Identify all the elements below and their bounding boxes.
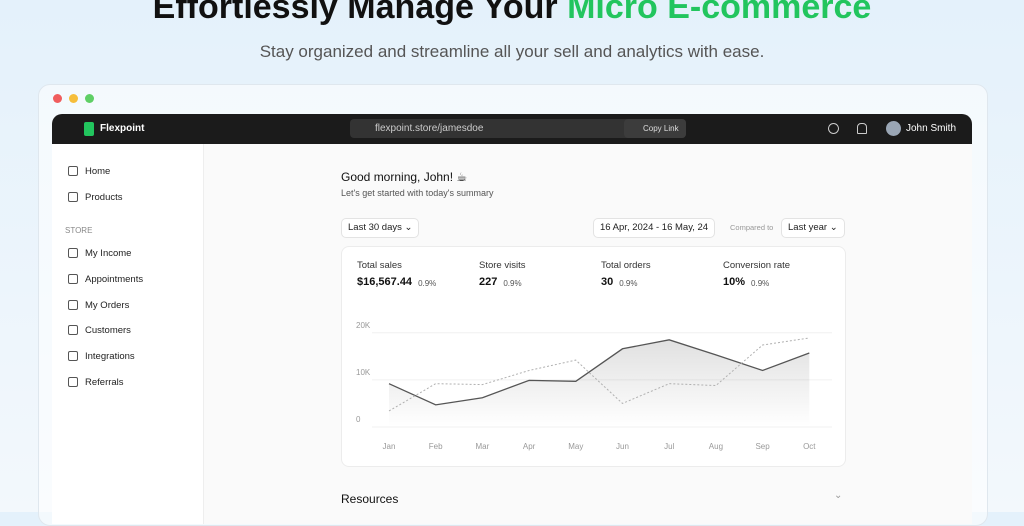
chevron[interactable]: ⌄ <box>834 490 843 501</box>
nav-icon[interactable] <box>68 325 78 336</box>
nav-item[interactable]: Products <box>85 192 123 203</box>
stat-change: 0.9% <box>619 279 638 288</box>
stat-label: Total orders <box>601 260 651 271</box>
x-tick-label: Oct <box>803 442 816 451</box>
nav-item[interactable]: Appointments <box>85 273 144 285</box>
nav-item[interactable]: Customers <box>85 325 131 337</box>
url[interactable]: flexpoint.store/jamesdoe <box>375 123 484 134</box>
summary-card: 0 10K 20K Jan Feb Mar Apr May Jun Jul Aug Sep Oct <box>341 246 846 467</box>
stat-label: Total sales <box>357 260 402 271</box>
x-tick-label: Mar <box>476 442 490 451</box>
y-tick-label: 0 <box>356 415 361 424</box>
url-bar <box>350 119 686 138</box>
x-tick-label: Apr <box>523 442 536 451</box>
nav-icon[interactable] <box>68 377 78 387</box>
window-dot <box>85 94 94 103</box>
nav-item[interactable]: My Orders <box>85 299 130 311</box>
x-tick-label: Jul <box>664 442 674 451</box>
resources-title: Resources <box>341 492 399 506</box>
line <box>388 339 810 406</box>
stat-value: 30 <box>601 276 614 288</box>
area <box>389 339 810 427</box>
hero-title-lead: Effortlessly Manage Your <box>152 0 558 26</box>
x-tick-label: Jan <box>383 442 396 451</box>
x-tick-label: Sep <box>755 442 770 451</box>
x-tick-label: May <box>568 442 583 451</box>
greeting: Good morning, John! ☕ <box>341 170 468 184</box>
stat-value: 10% <box>723 276 746 288</box>
stat-change: 0.9% <box>503 279 522 288</box>
copy-link[interactable]: Copy Link <box>643 124 679 133</box>
x-tick-label: Aug <box>709 442 723 451</box>
window-dot <box>53 94 62 103</box>
nav-icon[interactable] <box>68 273 78 284</box>
nav-item[interactable]: Referrals <box>85 377 124 388</box>
compared-label: Compared to <box>730 223 774 232</box>
stat-value: 227 <box>479 276 498 288</box>
y-tick-label: 20K <box>356 321 371 330</box>
copy-button[interactable] <box>624 119 686 138</box>
y-tick-label: 10K <box>356 368 371 377</box>
avatar[interactable] <box>886 121 901 136</box>
stat-value: $16,567.44 <box>357 276 413 288</box>
dates[interactable]: 16 Apr, 2024 - 16 May, 24 <box>600 222 709 233</box>
hero-subtitle: Stay organized and streamline all your s… <box>259 42 765 61</box>
nav-item[interactable]: My Income <box>85 248 132 259</box>
compare-button[interactable]: Last year ⌄ <box>781 218 845 238</box>
nav-item[interactable]: Home <box>85 166 111 177</box>
brand-logo <box>84 122 94 136</box>
nav-section: STORE <box>65 226 93 235</box>
hero-title: Effortlessly Manage Your Micro E-commerc… <box>0 0 1024 27</box>
chart: 0 10K 20K Jan Feb Mar Apr May Jun Jul Aug Sep Oct <box>356 321 832 451</box>
stat-label: Conversion rate <box>723 260 791 271</box>
x-tick-label: Feb <box>429 442 443 451</box>
subgreeting: Let's get started with today's summary <box>341 188 494 198</box>
stat-change: 0.9% <box>751 279 770 288</box>
compare[interactable]: Last year <box>788 222 828 233</box>
line <box>388 337 810 412</box>
user-name[interactable]: John Smith <box>906 123 957 134</box>
bell-icon[interactable] <box>857 123 867 134</box>
top-bar: Flexpoint flexpoint.store/jamesdoe Copy … <box>52 114 972 144</box>
range[interactable]: Last 30 days <box>348 222 402 233</box>
nav-item[interactable]: Integrations <box>85 351 135 363</box>
history-icon[interactable] <box>828 123 839 134</box>
nav-icon[interactable] <box>68 192 78 202</box>
window-dot <box>69 94 78 103</box>
x-tick-label: Jun <box>616 442 629 451</box>
stat-label: Store visits <box>479 260 526 271</box>
brand: Flexpoint <box>100 123 145 134</box>
range-button[interactable]: Last 30 days ⌄ <box>341 218 420 238</box>
nav-icon[interactable] <box>68 299 78 310</box>
stat-change: 0.9% <box>418 279 437 288</box>
nav-icon[interactable] <box>68 351 78 362</box>
hero-title-highlight: Micro E-commerce <box>567 0 872 26</box>
nav-icon[interactable] <box>68 166 78 176</box>
date-button[interactable]: 16 Apr, 2024 - 16 May, 24 <box>593 218 716 238</box>
nav-icon[interactable] <box>68 248 78 258</box>
